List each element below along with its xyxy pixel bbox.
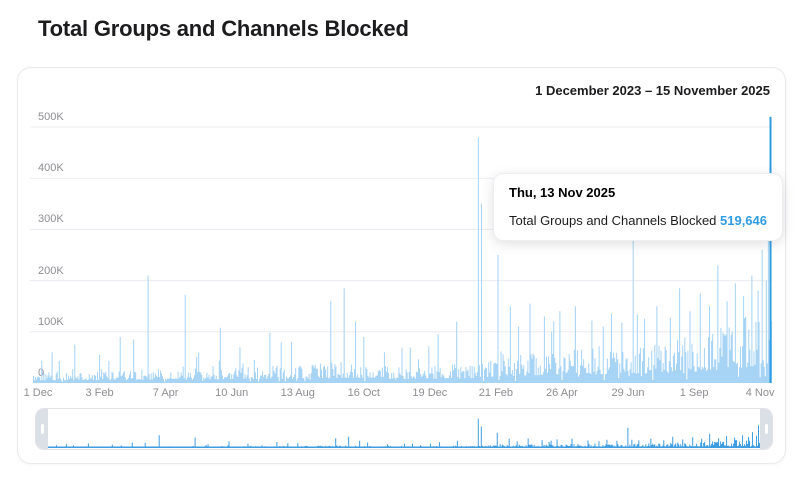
tooltip-value: 519,646: [720, 213, 767, 228]
x-axis-label: 26 Apr: [546, 387, 578, 399]
x-axis-label: 1 Dec: [23, 387, 53, 399]
x-axis-label: 7 Apr: [152, 387, 179, 399]
bars-area: [33, 116, 772, 384]
x-axis-label: 21 Feb: [478, 387, 514, 399]
date-range-label: 1 December 2023 – 15 November 2025: [535, 83, 770, 98]
handle-pip-icon: [40, 424, 44, 434]
y-axis-label: 400K: [38, 162, 64, 175]
x-axis-label: 13 Aug: [280, 387, 315, 399]
range-handle-left[interactable]: [36, 409, 48, 449]
x-axis-label: 19 Dec: [412, 387, 448, 399]
chart-card: [17, 67, 786, 464]
minimap-bars-area: [48, 416, 762, 448]
x-axis-label: 1 Sep: [679, 387, 709, 399]
handle-pip-icon: [764, 424, 768, 434]
tooltip-label: Total Groups and Channels Blocked: [509, 213, 717, 228]
y-axis-label: 500K: [38, 111, 64, 123]
range-selector[interactable]: [35, 408, 773, 450]
range-handle-right[interactable]: [760, 409, 772, 449]
tooltip: Thu, 13 Nov 2025 Total Groups and Channe…: [493, 173, 783, 241]
x-axis-label: 29 Jun: [611, 387, 645, 399]
tooltip-date: Thu, 13 Nov 2025: [509, 185, 616, 200]
x-axis-label: 10 Jun: [215, 387, 249, 399]
page-title: Total Groups and Channels Blocked: [38, 16, 409, 41]
y-axis-label: 200K: [38, 264, 64, 277]
main-chart-plot[interactable]: [30, 100, 775, 386]
y-axis-label: 300K: [38, 213, 64, 226]
y-axis-label: 0: [38, 367, 45, 379]
x-axis-label: 16 Oct: [347, 387, 380, 399]
x-axis-label: 4 Nov: [745, 387, 775, 399]
tooltip-row: Total Groups and Channels Blocked 519,64…: [509, 213, 767, 228]
minimap-chart[interactable]: [48, 409, 762, 448]
y-axis-label: 100K: [38, 315, 64, 328]
x-axis-label: 3 Feb: [85, 387, 114, 399]
